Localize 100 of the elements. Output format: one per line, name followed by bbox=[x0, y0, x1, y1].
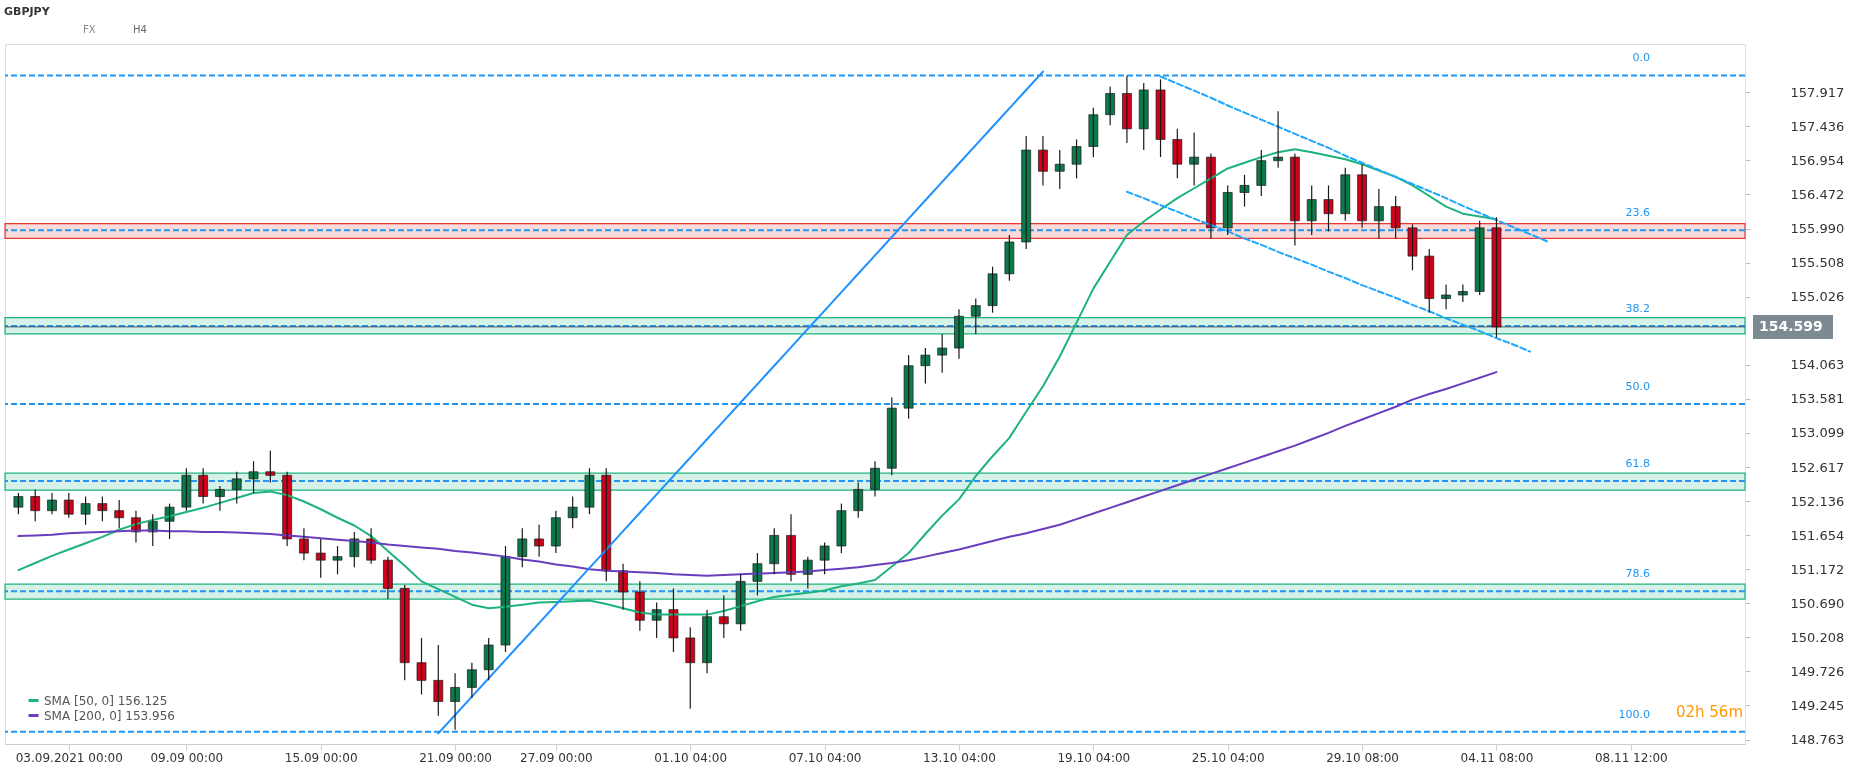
candlestick bbox=[819, 541, 830, 575]
annotation: 02h 56m bbox=[1675, 703, 1743, 721]
annotation: 78.6 bbox=[1625, 567, 1650, 581]
candlestick bbox=[248, 460, 259, 494]
candlestick bbox=[517, 527, 528, 568]
y-tick-label: 155.026 bbox=[1790, 289, 1845, 305]
candlestick bbox=[735, 573, 746, 632]
candlestick bbox=[1306, 184, 1317, 236]
x-tick-label: 03.09.2021 00:00 bbox=[15, 750, 123, 765]
candlestick bbox=[1390, 195, 1401, 240]
x-tick-label: 07.10 04:00 bbox=[788, 750, 862, 765]
y-tick-label: 151.654 bbox=[1790, 527, 1845, 543]
candlestick bbox=[1021, 135, 1032, 250]
candlestick bbox=[1441, 283, 1451, 310]
candlestick bbox=[97, 495, 108, 522]
x-tick-label: 21.09 00:00 bbox=[419, 750, 492, 765]
x-tick-label: 04.11 08:00 bbox=[1460, 750, 1534, 765]
candlestick bbox=[987, 266, 998, 314]
candlestick bbox=[769, 527, 780, 575]
candlestick bbox=[399, 584, 410, 681]
candlestick bbox=[920, 347, 931, 384]
candlestick bbox=[1256, 149, 1267, 197]
candlestick bbox=[567, 495, 578, 529]
candlestick bbox=[685, 626, 696, 710]
x-tick-label: 27.09 00:00 bbox=[520, 750, 593, 765]
ref-line-label: 154.599 bbox=[1759, 317, 1823, 334]
line-series bbox=[1159, 75, 1548, 243]
candlestick bbox=[1239, 174, 1250, 208]
text: H4 bbox=[133, 24, 147, 35]
x-tick-label: 25.10 04:00 bbox=[1191, 750, 1265, 765]
candlestick bbox=[1474, 220, 1485, 296]
candlestick bbox=[1323, 184, 1334, 232]
candlestick bbox=[534, 524, 544, 558]
y-tick-label: 157.917 bbox=[1790, 84, 1845, 100]
candlestick bbox=[1004, 234, 1015, 282]
x-tick-label: 15.09 00:00 bbox=[284, 750, 358, 765]
y-tick-label: 150.208 bbox=[1790, 629, 1845, 645]
candlestick bbox=[231, 471, 242, 505]
candlestick bbox=[836, 503, 847, 554]
candlestick bbox=[1491, 216, 1502, 339]
x-tick-label: 08.11 12:00 bbox=[1594, 750, 1668, 765]
candlestick bbox=[416, 637, 427, 696]
chart-title: GBPJPY bbox=[4, 5, 51, 18]
candlestick bbox=[1273, 110, 1283, 169]
candlestick bbox=[1088, 107, 1099, 158]
y-tick-label: 152.136 bbox=[1790, 493, 1845, 509]
candlestick bbox=[80, 495, 91, 526]
candlestick bbox=[970, 297, 981, 335]
candlestick bbox=[500, 545, 511, 653]
x-tick-label: 09.09 00:00 bbox=[150, 750, 224, 765]
x-tick-label: 29.10 08:00 bbox=[1326, 750, 1399, 765]
candlestick bbox=[1138, 82, 1149, 151]
candlestick bbox=[668, 587, 679, 653]
y-tick-label: 155.990 bbox=[1790, 221, 1845, 237]
candlestick bbox=[265, 449, 276, 483]
candlestick bbox=[315, 538, 326, 579]
y-tick-label: 152.617 bbox=[1790, 459, 1845, 475]
candlestick bbox=[1172, 128, 1183, 179]
y-tick-label: 155.508 bbox=[1790, 255, 1845, 271]
candlestick bbox=[13, 492, 24, 515]
legend-label: SMA [200, 0] 153.956 bbox=[44, 708, 175, 723]
candlestick bbox=[332, 545, 343, 575]
y-tick-label: 156.954 bbox=[1790, 152, 1845, 168]
y-tick-label: 148.763 bbox=[1790, 732, 1845, 748]
y-tick-label: 157.436 bbox=[1790, 118, 1845, 134]
line-series bbox=[1125, 190, 1532, 353]
candlestick bbox=[1054, 149, 1065, 190]
annotation: 38.2 bbox=[1625, 302, 1650, 316]
text: FX bbox=[83, 24, 96, 35]
x-tick-label: 19.10 04:00 bbox=[1057, 750, 1131, 765]
candlestick bbox=[903, 354, 914, 420]
y-tick-label: 153.581 bbox=[1790, 391, 1845, 407]
candlestick bbox=[433, 644, 444, 717]
candlestick bbox=[1340, 167, 1351, 222]
candlestick bbox=[299, 527, 309, 561]
x-tick-label: 13.10 04:00 bbox=[923, 750, 996, 765]
y-tick-label: 151.172 bbox=[1790, 561, 1845, 577]
candlestick bbox=[1189, 131, 1199, 187]
candlestick bbox=[181, 467, 192, 512]
y-tick-label: 153.099 bbox=[1790, 425, 1845, 441]
annotation: 61.8 bbox=[1625, 456, 1650, 470]
annotation: 50.0 bbox=[1625, 379, 1650, 393]
candlestick bbox=[1407, 223, 1418, 271]
y-tick-label: 154.063 bbox=[1790, 357, 1845, 373]
candlestick bbox=[1424, 248, 1435, 314]
candlestick bbox=[886, 396, 897, 476]
candlestick bbox=[853, 481, 864, 519]
candlestick bbox=[114, 499, 125, 529]
y-tick-label: 150.690 bbox=[1790, 595, 1845, 611]
candlestick bbox=[1071, 138, 1082, 179]
y-tick-label: 156.472 bbox=[1790, 186, 1845, 202]
candlestick bbox=[30, 488, 41, 522]
candlestick bbox=[937, 333, 948, 374]
candlestick bbox=[1155, 78, 1166, 158]
annotation: 100.0 bbox=[1618, 707, 1650, 721]
y-tick-label: 149.726 bbox=[1790, 663, 1845, 679]
candlestick bbox=[198, 467, 209, 505]
legend-label: SMA [50, 0] 156.125 bbox=[44, 693, 168, 708]
candlestick bbox=[63, 492, 74, 519]
candlestick bbox=[1222, 184, 1233, 236]
